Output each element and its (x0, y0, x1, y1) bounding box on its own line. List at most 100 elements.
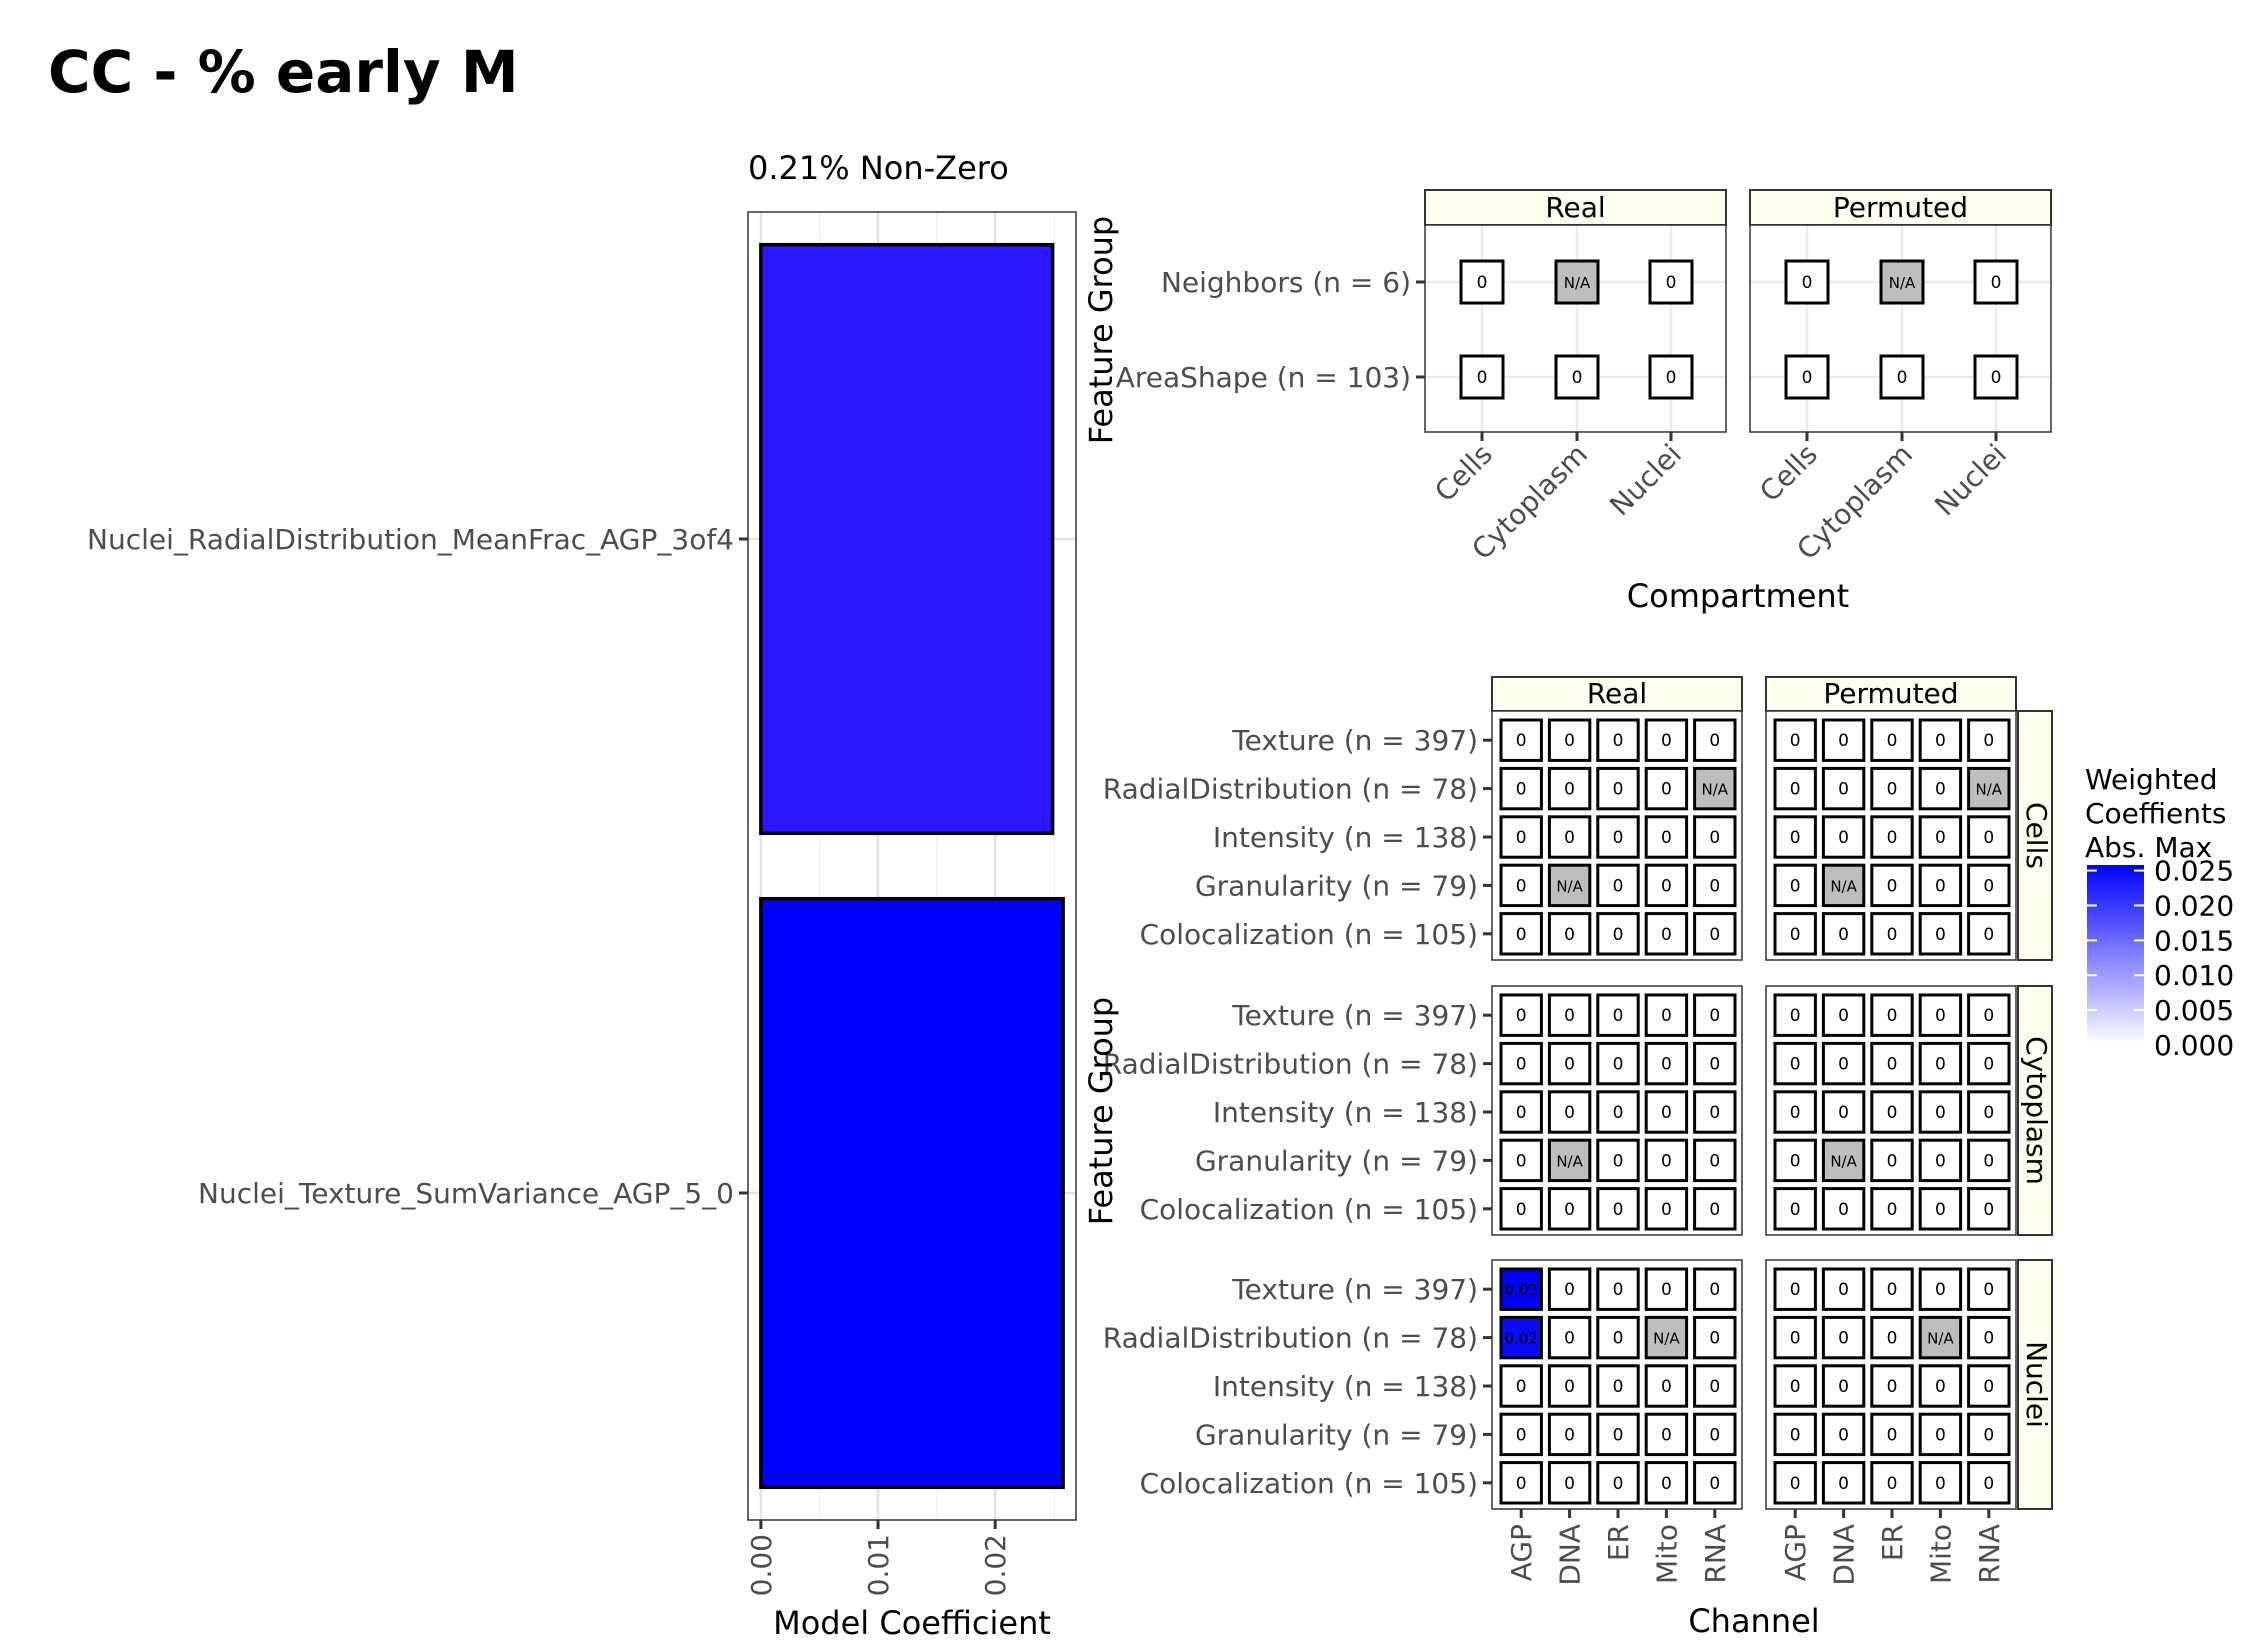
heatmap-cell-label: 0 (1790, 828, 1801, 848)
heatmap-cell-label: 0 (1661, 1474, 1672, 1494)
heatmap-cell (1870, 718, 1914, 762)
x-tick-label: DNA (1554, 1524, 1587, 1586)
y-tick-label: Colocalization (n = 105) (1140, 1193, 1478, 1226)
legend-tick-label: 0.025 (2154, 855, 2234, 888)
channel-y-axis-title: Feature Group (1082, 997, 1120, 1226)
heatmap-panel-border (1765, 710, 2017, 961)
heatmap-cell-label: 0 (1709, 1055, 1720, 1075)
heatmap-cell (1773, 863, 1817, 908)
x-tick-label: 0.00 (745, 1534, 778, 1596)
heatmap-cell-label: 0 (1564, 1425, 1575, 1445)
heatmap-cell (1644, 1364, 1689, 1408)
heatmap-cell (1918, 1461, 1963, 1505)
heatmap-cell (1918, 1041, 1963, 1086)
heatmap-cell (1499, 815, 1543, 859)
heatmap-cell-label: 0 (1790, 1329, 1801, 1349)
y-tick-label: Colocalization (n = 105) (1140, 918, 1478, 951)
heatmap-cell-label: 0 (1666, 273, 1677, 293)
heatmap-cell (1499, 1187, 1543, 1231)
heatmap-cell-label: 0 (1709, 1151, 1720, 1171)
heatmap-cell (1773, 766, 1817, 811)
x-tick-label: DNA (1828, 1524, 1861, 1586)
heatmap-cell-label: 0 (1983, 1006, 1994, 1026)
heatmap-cell (1499, 1138, 1543, 1183)
heatmap-cell-label: 0 (1516, 1103, 1527, 1123)
heatmap-cell-label: 0 (1790, 925, 1801, 945)
heatmap-cell (1918, 718, 1963, 762)
compartment-x-axis-title: Compartment (1627, 577, 1849, 615)
heatmap-cell (1499, 1315, 1543, 1360)
heatmap-cell-label: 0 (1613, 731, 1624, 751)
heatmap-cell-label: 0 (1564, 1329, 1575, 1349)
heatmap-cell (1547, 1187, 1592, 1231)
legend-colorbar (2087, 865, 2144, 1045)
y-tick-label: Intensity (n = 138) (1213, 1096, 1478, 1129)
heatmap-cell-label: 0 (1790, 1474, 1801, 1494)
heatmap-cell-label: 0 (1838, 780, 1849, 800)
heatmap-cell (1644, 863, 1689, 908)
heatmap-cell (1547, 993, 1592, 1037)
heatmap-cell (1693, 718, 1737, 762)
heatmap-cell (1547, 1267, 1592, 1311)
x-tick-label: RNA (1699, 1524, 1732, 1584)
heatmap-cell (1693, 993, 1737, 1037)
heatmap-cell-label: 0 (1983, 1200, 1994, 1220)
heatmap-cell-label: 0 (1516, 876, 1527, 896)
heatmap-cell (1773, 1187, 1817, 1231)
heatmap-cell-label: 0 (1709, 1280, 1720, 1300)
heatmap-cell-label: 0 (1516, 731, 1527, 751)
x-tick-label: Cells (1428, 438, 1499, 509)
heatmap-cell (1693, 1267, 1737, 1311)
y-tick-label: RadialDistribution (n = 78) (1103, 773, 1478, 806)
heatmap-cell (1547, 912, 1592, 956)
heatmap-cell (1499, 912, 1543, 956)
heatmap-cell (1547, 1090, 1592, 1134)
legend-tick-label: 0.020 (2154, 889, 2234, 922)
heatmap-cell (1596, 1041, 1640, 1086)
heatmap-cell (1870, 1090, 1914, 1134)
heatmap-cell (1547, 863, 1592, 908)
heatmap-cell (1918, 1187, 1963, 1231)
heatmap-cell-label: 0 (1709, 1474, 1720, 1494)
heatmap-cell-label: 0 (1516, 1425, 1527, 1445)
heatmap-cell-label: 0 (1887, 925, 1898, 945)
heatmap-cell (1693, 1041, 1737, 1086)
heatmap-cell-label: 0 (1564, 1280, 1575, 1300)
heatmap-cell-label: 0 (1790, 1151, 1801, 1171)
heatmap-cell (1693, 863, 1737, 908)
heatmap-cell-label: 0 (1838, 828, 1849, 848)
heatmap-cell-label: 0 (1790, 876, 1801, 896)
heatmap-cell (1596, 1412, 1640, 1457)
heatmap-cell (1773, 1461, 1817, 1505)
facet-strip (2017, 985, 2053, 1236)
heatmap-cell (1870, 815, 1914, 859)
heatmap-cell (1773, 718, 1817, 762)
heatmap-cell-label: 0 (1709, 1377, 1720, 1397)
heatmap-cell (1596, 993, 1640, 1037)
heatmap-cell-label: 0 (1838, 1377, 1849, 1397)
y-tick-label: Granularity (n = 79) (1195, 1144, 1478, 1177)
heatmap-cell-label: 0 (1887, 1474, 1898, 1494)
facet-strip (1749, 189, 2052, 226)
heatmap-cell (1821, 1041, 1866, 1086)
heatmap-cell-label: N/A (1830, 877, 1857, 895)
heatmap-cell-label: 0 (1790, 1006, 1801, 1026)
heatmap-cell-label: 0 (1838, 1425, 1849, 1445)
heatmap-cell-label: 0 (1935, 1055, 1946, 1075)
x-tick-label: Mito (1924, 1524, 1957, 1584)
heatmap-cell (1644, 1315, 1689, 1360)
heatmap-cell (1773, 1315, 1817, 1360)
heatmap-cell (1547, 766, 1592, 811)
x-tick-label: ER (1602, 1524, 1635, 1561)
heatmap-cell-label: 0 (1564, 828, 1575, 848)
heatmap-cell-label: N/A (1653, 1330, 1680, 1348)
heatmap-cell (1967, 863, 2011, 908)
heatmap-cell-label: 0 (1661, 1151, 1672, 1171)
heatmap-cell (1967, 1267, 2011, 1311)
heatmap-cell-label: 0 (1661, 1200, 1672, 1220)
heatmap-cell-label: 0 (1802, 368, 1813, 388)
heatmap-cell-label: 0 (1709, 1329, 1720, 1349)
heatmap-cell (1644, 912, 1689, 956)
y-tick-label: RadialDistribution (n = 78) (1103, 1322, 1478, 1355)
heatmap-cell (1644, 1461, 1689, 1505)
